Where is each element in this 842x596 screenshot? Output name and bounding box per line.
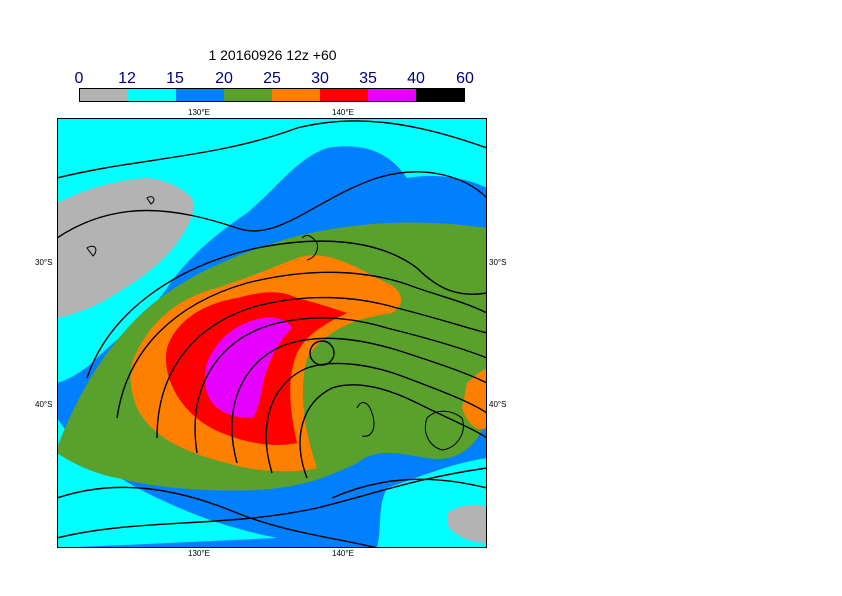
legend-tick: 0	[74, 70, 84, 87]
right-lat-label: 30°S	[489, 258, 507, 267]
color-legend-bar	[79, 88, 465, 102]
bottom-lon-label: 140°E	[332, 549, 354, 558]
legend-tick: 15	[166, 70, 184, 87]
legend-tick: 30	[311, 70, 329, 87]
wind-band-25-30	[462, 368, 487, 430]
legend-tick: 60	[456, 70, 474, 87]
map-frame	[57, 118, 487, 548]
top-lon-label: 140°E	[332, 108, 354, 117]
legend-tick: 20	[215, 70, 233, 87]
legend-tick: 12	[118, 70, 136, 87]
legend-swatch-0	[80, 89, 128, 101]
bottom-lon-label: 130°E	[188, 549, 210, 558]
legend-tick: 25	[263, 70, 281, 87]
land-region	[57, 178, 194, 318]
legend-tick-labels: 0 12 15 20 25 30 35 40 60	[0, 70, 842, 90]
right-lat-label: 40°S	[489, 400, 507, 409]
left-lat-label: 30°S	[35, 258, 53, 267]
legend-swatch-6	[368, 89, 416, 101]
wind-speed-map	[57, 118, 487, 548]
legend-tick: 35	[359, 70, 377, 87]
pressure-contours	[57, 120, 487, 548]
coastlines	[86, 196, 464, 451]
wind-band-35-40	[204, 317, 292, 418]
wind-band-12-15	[57, 418, 277, 548]
legend-swatch-3	[224, 89, 272, 101]
legend-swatch-2	[176, 89, 224, 101]
legend-tick: 40	[407, 70, 425, 87]
legend-swatch-4	[272, 89, 320, 101]
top-lon-label: 130°E	[188, 108, 210, 117]
legend-swatch-7	[416, 89, 464, 101]
map-canvas	[57, 118, 487, 548]
land-region	[447, 504, 487, 543]
map-title: 1 20160926 12z +60	[208, 47, 337, 63]
left-lat-label: 40°S	[35, 400, 53, 409]
legend-swatch-5	[320, 89, 368, 101]
legend-swatch-1	[128, 89, 176, 101]
